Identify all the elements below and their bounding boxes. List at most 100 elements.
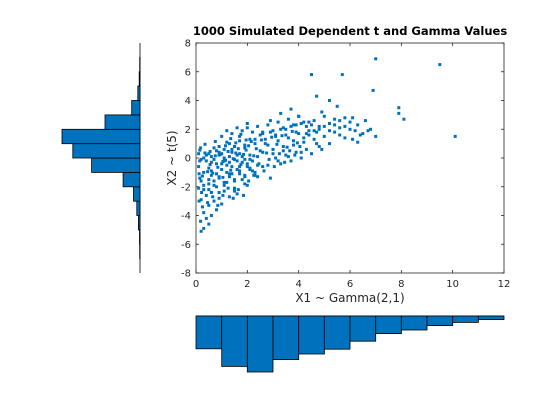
scatter-point <box>207 166 211 170</box>
y-hist-bar <box>139 229 141 245</box>
scatter-point <box>299 156 303 160</box>
scatter-point <box>356 123 360 127</box>
scatter-point <box>235 192 239 196</box>
x-hist-bar <box>221 315 248 367</box>
scatter-point <box>247 179 251 183</box>
scatter-point <box>220 202 224 206</box>
scatter-point <box>215 162 218 166</box>
scatter-point <box>256 175 260 179</box>
scatter-point <box>374 57 378 61</box>
scatter-point <box>225 129 229 133</box>
scatter-point <box>234 141 238 145</box>
scatter-point <box>230 165 234 169</box>
scatter-point <box>304 132 308 136</box>
x-tick-label: 8 <box>398 279 404 290</box>
scatter-point <box>216 203 220 207</box>
x-tick-label: 2 <box>244 279 250 290</box>
scatter-point <box>299 122 303 125</box>
scatter-point <box>248 153 252 157</box>
scatter-point <box>262 169 266 173</box>
scatter-point <box>328 142 331 146</box>
scatter-point <box>197 172 201 176</box>
y-hist-bar <box>133 186 141 202</box>
scatter-point <box>202 156 206 160</box>
scatter-point <box>252 154 256 158</box>
scatter-point <box>247 144 251 148</box>
scatter-point <box>221 193 225 197</box>
scatter-point <box>217 196 221 200</box>
scatter-point <box>267 157 271 161</box>
scatter-point <box>286 117 290 121</box>
scatter-point <box>277 152 281 156</box>
scatter-point <box>233 145 236 148</box>
x-hist-bar <box>272 315 300 360</box>
scatter-point <box>240 160 244 164</box>
scatter-point <box>202 170 206 174</box>
scatter-point <box>227 195 231 199</box>
scatter-point <box>310 123 313 127</box>
scatter-point <box>253 142 257 146</box>
scatter-point <box>227 172 231 176</box>
scatter-point <box>271 147 275 151</box>
scatter-point <box>202 211 206 215</box>
scatter-point <box>453 134 457 138</box>
y-tick-label: -6 <box>181 240 191 251</box>
scatter-point <box>206 201 210 205</box>
scatter-point <box>235 159 239 163</box>
scatter-point <box>297 132 301 136</box>
scatter-point <box>281 145 285 148</box>
scatter-point <box>348 127 352 131</box>
scatter-point <box>200 205 204 209</box>
scatter-point <box>268 130 272 134</box>
scatter-point <box>266 123 270 127</box>
scatter-point <box>340 73 344 77</box>
x-hist-bar <box>298 315 325 355</box>
scatter-point <box>229 137 233 141</box>
x-hist-bar <box>400 315 428 331</box>
scatter-point <box>312 137 316 141</box>
scatter-point <box>226 150 230 153</box>
scatter-point <box>281 126 285 130</box>
y-tick-label: 8 <box>185 39 191 50</box>
scatter-point <box>263 142 267 146</box>
scatter-point <box>222 147 226 151</box>
scatter-point <box>222 189 226 193</box>
scatter-point <box>203 151 207 155</box>
scatter-point <box>280 134 284 138</box>
scatter-point <box>197 152 201 156</box>
scatter-point <box>245 183 249 187</box>
scatter-point <box>276 159 280 163</box>
scatter-point <box>198 176 202 180</box>
x-hist-bar <box>426 315 454 327</box>
scatter-point <box>268 119 272 123</box>
scatter-point <box>235 126 239 130</box>
x-tick-label: 0 <box>193 279 199 290</box>
scatter-point <box>209 160 213 164</box>
scatter-point <box>315 142 319 146</box>
scatter-point <box>238 152 242 156</box>
y-hist-bar <box>91 157 141 173</box>
scatter-point <box>271 152 275 156</box>
scatter-point <box>302 140 306 144</box>
scatter-point <box>276 139 280 143</box>
y-hist-bar <box>131 100 141 116</box>
scatter-point <box>208 163 212 166</box>
x-axis-label: X1 ~ Gamma(2,1) <box>295 291 404 305</box>
scatter-point <box>271 129 275 133</box>
y-hist-bar <box>61 128 141 145</box>
scatter-point <box>213 154 217 158</box>
scatter-point <box>209 173 213 177</box>
scatter-point <box>338 126 342 130</box>
x-hist-bar <box>452 315 479 323</box>
scatter-point <box>286 136 290 140</box>
scatter-point <box>286 155 290 159</box>
scatter-point <box>343 124 347 128</box>
scatter-point <box>343 116 347 120</box>
scatter-point <box>333 117 337 121</box>
scatter-point <box>328 122 331 125</box>
scatter-point <box>245 165 249 169</box>
scatter-point <box>297 114 301 118</box>
scatter-point <box>356 140 360 144</box>
scatter-point <box>369 127 372 131</box>
scatter-point <box>275 142 279 146</box>
